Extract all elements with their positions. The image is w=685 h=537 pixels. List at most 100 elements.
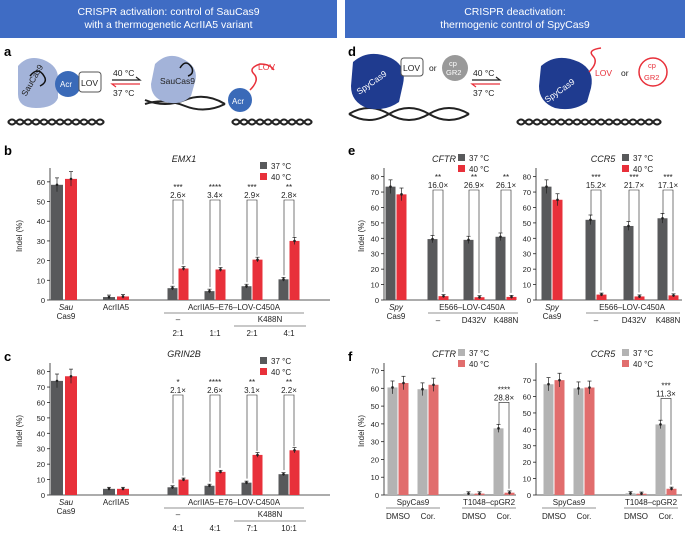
bar	[463, 239, 474, 300]
data-point	[256, 453, 259, 457]
significance-bracket	[468, 189, 480, 294]
significance-bracket	[283, 394, 295, 471]
bar	[666, 488, 677, 495]
x-label-treatment: DMSO	[462, 512, 486, 521]
bar	[655, 424, 666, 495]
significance-bracket	[590, 189, 602, 291]
data-point	[219, 470, 222, 474]
data-point	[499, 235, 502, 239]
temp-down-a: 37 °C	[113, 88, 134, 98]
y-tick-label: 0	[41, 491, 45, 500]
data-point	[589, 218, 592, 222]
legend-label: 40 °C	[469, 165, 489, 174]
temp-up-a: 40 °C	[113, 68, 134, 78]
legend-label: 40 °C	[633, 360, 653, 369]
y-tick-label: 40	[37, 217, 45, 226]
y-tick-label: 40	[371, 234, 379, 243]
cpgr2-domain-d2	[638, 57, 668, 87]
legend-label: 37 °C	[633, 154, 653, 163]
data-point	[219, 268, 222, 271]
fold-change-label: 21.7×	[624, 181, 645, 190]
x-label-variant: D432V	[462, 316, 487, 325]
y-tick-label: 20	[523, 458, 531, 467]
gr2-label-d2: GR2	[644, 73, 659, 82]
arrow-left-a	[110, 83, 140, 88]
y-tick-label: 50	[523, 409, 531, 418]
data-point	[467, 492, 470, 495]
data-point	[389, 185, 392, 188]
x-label-ratio: 7:1	[246, 524, 258, 533]
bar	[215, 269, 226, 300]
y-tick-label: 60	[371, 384, 379, 393]
spy-cas9-shape-d2	[539, 57, 592, 110]
guide-rna-a2	[179, 62, 194, 77]
chart-f1: CFTR 0 10 20 30 40 50 60 70 Indel (%) 37 °C 40 °C **…	[357, 349, 516, 521]
chart-title: CFTR	[432, 349, 456, 359]
significance-stars: **	[286, 378, 292, 387]
data-point	[497, 427, 500, 430]
fold-change-label: 2.6×	[207, 386, 223, 395]
y-tick-label: 80	[37, 368, 45, 377]
x-label-group: AcrIIA5–E76–LOV-C450A	[188, 303, 281, 312]
data-point	[171, 286, 174, 290]
significance-stars: ***	[629, 173, 638, 182]
data-point	[293, 448, 296, 452]
y-tick-label: 10	[371, 473, 379, 482]
bar	[623, 225, 634, 300]
y-tick-label: 30	[523, 442, 531, 451]
dna-strand-a3b	[231, 118, 313, 126]
x-label-group2: T1048–cpGR2	[463, 498, 516, 507]
data-point	[400, 193, 403, 196]
bar	[634, 296, 645, 300]
bar	[167, 288, 178, 300]
or-label-d2: or	[621, 68, 629, 78]
significance-bracket	[283, 199, 295, 276]
legend-label: 37 °C	[469, 349, 489, 358]
y-tick-label: 60	[523, 203, 531, 212]
cpgr2-domain-d1	[442, 55, 468, 81]
significance-bracket	[628, 189, 640, 293]
y-tick-label: 60	[37, 398, 45, 407]
x-label-sau: Sau	[59, 498, 74, 507]
legend-swatch	[458, 154, 465, 161]
bar	[554, 380, 565, 495]
y-tick-label: 80	[371, 173, 379, 182]
sau-cas9-shape-a2	[151, 55, 196, 104]
data-point	[402, 381, 405, 385]
bar	[552, 199, 563, 300]
x-label-variant: K488N	[494, 316, 519, 325]
bar	[241, 286, 252, 300]
significance-bracket	[172, 199, 184, 285]
bar	[204, 485, 215, 495]
lov-label-d2: LOV	[595, 68, 612, 78]
data-point	[432, 383, 435, 387]
panel-letter-d: d	[348, 44, 356, 59]
data-point	[107, 295, 111, 299]
y-tick-label: 30	[523, 250, 531, 259]
y-tick-label: 60	[523, 393, 531, 402]
lov-domain-a1	[78, 71, 102, 93]
significance-stars: ***	[173, 183, 182, 192]
bar	[289, 240, 300, 300]
y-tick-label: 20	[523, 265, 531, 274]
legend-swatch	[458, 360, 465, 367]
data-point	[478, 492, 481, 495]
legend-label: 37 °C	[633, 349, 653, 358]
bar	[65, 178, 77, 300]
guide-rna-a1	[29, 70, 47, 87]
data-point	[600, 293, 603, 296]
legend-label: 40 °C	[271, 173, 291, 182]
x-label-cas9: Cas9	[543, 312, 562, 321]
x-label-cas9: Cas9	[387, 312, 406, 321]
chart-c: GRIN2B 0 10 20 30 40 50 60 70 80 Indel (%) 37 °C 40 …	[15, 349, 330, 533]
gr2-label-d1: GR2	[446, 68, 461, 77]
y-tick-label: 70	[37, 383, 45, 392]
fold-change-label: 3.1×	[244, 386, 260, 395]
bar	[278, 474, 289, 495]
chart-title: CFTR	[432, 154, 456, 164]
legend-label: 37 °C	[469, 154, 489, 163]
x-label-variant: K488N	[656, 316, 681, 325]
chart-title: CCR5	[591, 154, 616, 164]
chart-title: EMX1	[172, 154, 197, 164]
